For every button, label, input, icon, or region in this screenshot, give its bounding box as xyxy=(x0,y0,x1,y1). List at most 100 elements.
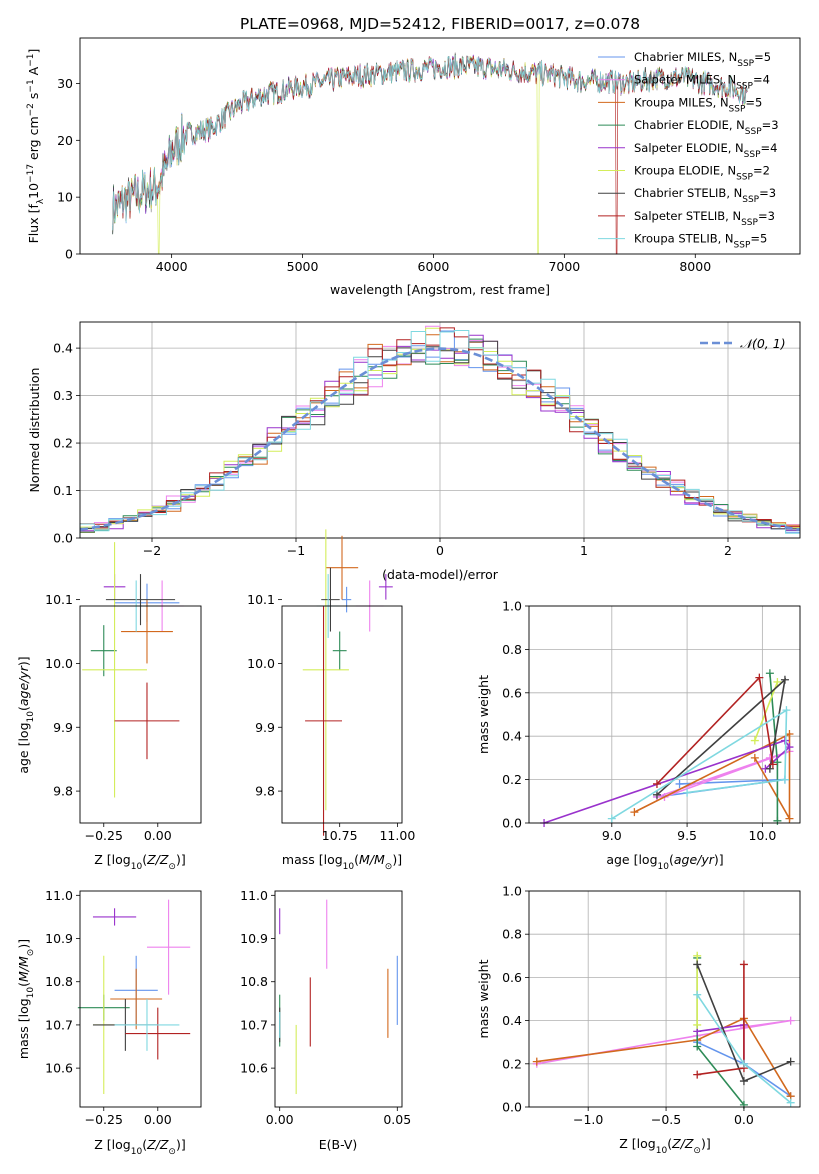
weight-marker xyxy=(675,779,684,788)
errorbar-point xyxy=(114,999,180,1051)
x-tick-label: 0.00 xyxy=(144,1112,172,1127)
x-tick-label: −0.5 xyxy=(651,1112,681,1127)
y-tick-label: 30 xyxy=(57,76,73,91)
weight-marker xyxy=(693,990,702,999)
y-tick-label: 9.8 xyxy=(53,784,73,799)
weight-series xyxy=(652,675,789,799)
gaussian-curve xyxy=(79,347,801,531)
y-tick-label: 10 xyxy=(57,190,73,205)
y-tick-label: 11.0 xyxy=(240,888,268,903)
weight-marker xyxy=(780,775,789,784)
legend-label: Salpeter STELIB, NSSP=3 xyxy=(634,209,775,228)
x-tick-label: 0.00 xyxy=(266,1112,294,1127)
x-tick-label: 10.0 xyxy=(748,828,776,843)
y-tick-label: 10.0 xyxy=(45,656,73,671)
weight-series xyxy=(532,1016,795,1068)
weight-marker xyxy=(765,669,774,678)
weight-marker xyxy=(739,1059,748,1068)
y-tick-label: 0.2 xyxy=(502,772,522,787)
axes-frame xyxy=(274,890,403,1108)
errorbar-point xyxy=(332,631,347,670)
y-tick-label: 10.8 xyxy=(45,974,73,989)
axes-frame xyxy=(528,890,801,1108)
plot-area-weight-vs-Z xyxy=(532,951,795,1109)
y-axis-label: age [log10(age/yr)] xyxy=(16,656,36,773)
weight-marker xyxy=(786,1016,795,1025)
y-axis-label: mass weight xyxy=(476,959,491,1038)
axes-weight-vs-Z: −1.0 −0.5 0.0 0.0 0.2 0.4 0.6 0.8 1.0 mass weight… xyxy=(476,884,801,1156)
weight-marker xyxy=(782,706,791,715)
y-tick-label: 1.0 xyxy=(502,599,522,614)
weight-series xyxy=(693,960,748,1079)
axes-weight-vs-age: 9.0 9.5 10.0 0.0 0.2 0.4 0.6 0.8 1.0 mass weight a… xyxy=(476,599,801,872)
errorbar-point xyxy=(125,1007,191,1060)
weight-marker xyxy=(532,1057,541,1066)
y-tick-label: 10.0 xyxy=(247,656,275,671)
axes-frame xyxy=(281,605,403,824)
weight-marker xyxy=(780,675,789,684)
legend-label: Salpeter ELODIE, NSSP=4 xyxy=(634,141,777,160)
weight-marker xyxy=(693,951,702,960)
x-tick-label: 0.0 xyxy=(734,1112,754,1127)
y-tick-label: 10.1 xyxy=(247,592,275,607)
x-tick-label: 6000 xyxy=(418,259,450,274)
errorbar-point xyxy=(92,908,137,926)
weight-marker xyxy=(693,1020,702,1029)
errorbar-point xyxy=(110,968,163,1030)
y-tick-label: 0.0 xyxy=(502,816,522,831)
weight-marker xyxy=(739,960,748,969)
x-tick-label: 9.5 xyxy=(677,828,697,843)
x-tick-label: 0.05 xyxy=(383,1112,411,1127)
weight-line xyxy=(754,681,779,741)
y-tick-label: 9.8 xyxy=(255,784,275,799)
weight-marker xyxy=(786,1057,795,1066)
legend-label: Kroupa MILES, NSSP=5 xyxy=(634,95,762,114)
weight-marker xyxy=(765,764,774,773)
errorbar-point xyxy=(325,535,359,600)
errorbar-point xyxy=(302,529,349,811)
weight-marker xyxy=(768,760,777,769)
y-tick-label: 0.2 xyxy=(502,1056,522,1071)
weight-line xyxy=(656,675,774,785)
weight-marker xyxy=(773,677,782,686)
legend-label: Salpeter MILES, NSSP=4 xyxy=(634,73,770,92)
x-axis-label: mass [log10(M/M⊙)] xyxy=(282,852,402,872)
legend-label: Chabrier MILES, NSSP=5 xyxy=(634,50,771,69)
errorbar-point xyxy=(82,542,147,798)
axes-frame xyxy=(528,605,801,824)
legend-label: Kroupa ELODIE, NSSP=2 xyxy=(634,164,770,183)
weight-series xyxy=(750,677,782,745)
weight-marker xyxy=(785,730,794,739)
weight-marker xyxy=(683,788,692,797)
weight-marker xyxy=(693,1042,702,1051)
errorbar-point xyxy=(121,599,173,664)
weight-line xyxy=(634,732,791,822)
errorbar-point xyxy=(90,625,117,677)
histogram-series xyxy=(79,330,800,538)
weight-marker xyxy=(773,758,782,767)
y-tick-label: 0.6 xyxy=(502,970,522,985)
axes-frame xyxy=(79,321,801,539)
y-tick-label: 0.4 xyxy=(53,341,73,356)
x-tick-label: −1.0 xyxy=(573,1112,603,1127)
axes-mass-vs-Z: −0.25 0.00 10.6 10.7 10.8 10.9 11.0 mass [log10… xyxy=(16,888,202,1157)
plot-area-weight-vs-age xyxy=(540,669,794,827)
x-tick-label: 11.00 xyxy=(379,828,415,843)
plot-area-mass-vs-Z xyxy=(77,899,191,1095)
weight-marker xyxy=(750,736,759,745)
x-tick-label: −0.25 xyxy=(85,828,123,843)
y-tick-label: 10.7 xyxy=(45,1017,73,1032)
weight-marker xyxy=(786,1098,795,1107)
spectrum-model-line xyxy=(112,56,748,255)
x-axis-label: age [log10(age/yr)] xyxy=(606,852,723,872)
legend-label: 𝒩(0, 1) xyxy=(740,336,786,351)
figure-title: PLATE=0968, MJD=52412, FIBERID=0017, z=0… xyxy=(240,15,640,33)
plot-area-residuals xyxy=(79,325,801,538)
weight-series xyxy=(540,736,794,827)
weight-marker xyxy=(693,960,702,969)
axes-frame xyxy=(79,605,202,824)
y-tick-label: 0.8 xyxy=(502,927,522,942)
x-tick-label: −1 xyxy=(287,543,305,558)
x-tick-label: 0 xyxy=(436,543,444,558)
